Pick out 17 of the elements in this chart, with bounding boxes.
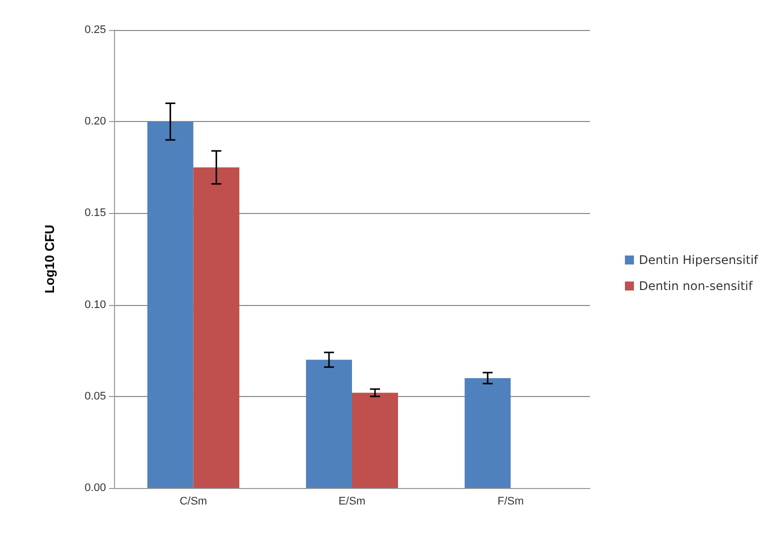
legend-label: Dentin Hipersensitif [638, 253, 759, 267]
legend-label: Dentin non-sensitif [638, 279, 754, 293]
x-tick-label: F/Sm [498, 496, 524, 508]
y-tick-label: 0.25 [84, 24, 106, 36]
bar [306, 360, 352, 488]
y-tick-label: 0.15 [84, 207, 106, 220]
bar [464, 378, 511, 488]
bar [352, 392, 398, 488]
y-tick-label: 0.10 [84, 298, 106, 311]
y-tick-label: 0.20 [84, 116, 106, 128]
y-axis-title: Log10 CFU [42, 224, 57, 294]
y-tick-label: 0.00 [84, 482, 106, 494]
x-tick-label: E/Sm [338, 496, 366, 508]
bar [147, 122, 194, 488]
x-tick-label: C/Sm [180, 496, 208, 508]
y-tick-label: 0.05 [84, 390, 106, 402]
bar [193, 167, 240, 488]
